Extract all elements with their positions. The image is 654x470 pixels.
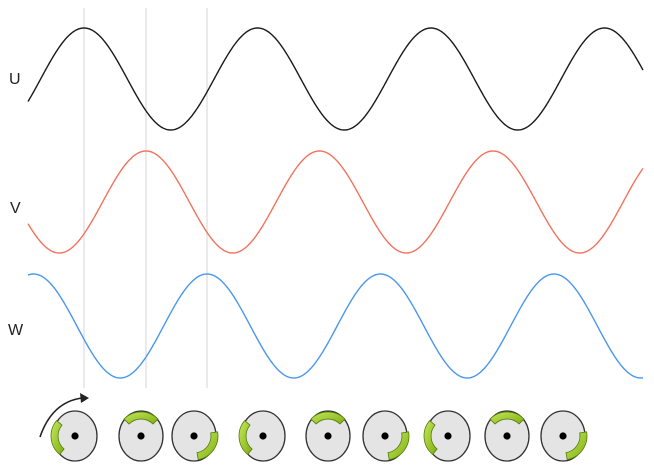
- magnet-arc: [423, 420, 438, 455]
- magnet-arc: [50, 420, 65, 455]
- magnet-arc: [123, 411, 159, 425]
- rotor-disc-icon: [50, 410, 98, 462]
- magnet-arc: [196, 431, 219, 461]
- wave-u: [27, 27, 644, 131]
- label-v: V: [10, 200, 21, 217]
- rotor-disc-icon: [362, 410, 410, 462]
- rotor-disc-icon: [540, 410, 588, 462]
- magnet-arc: [565, 431, 588, 461]
- magnet-arc: [310, 411, 346, 425]
- rotor-disc-icon: [484, 410, 530, 462]
- rotor-axle: [381, 432, 389, 440]
- rotor-disc-icon: [305, 410, 351, 462]
- magnet-arc: [489, 411, 525, 425]
- rotor-row: [50, 410, 588, 462]
- rotor-axle: [137, 432, 145, 440]
- wave-w: [27, 273, 644, 379]
- rotor-disc-icon: [238, 410, 286, 462]
- label-u: U: [9, 71, 21, 88]
- label-w: W: [8, 322, 24, 339]
- rotor-axle: [259, 432, 267, 440]
- rotor-disc-icon: [171, 410, 219, 462]
- rotor-disc-icon: [118, 410, 164, 462]
- wave-v: [27, 150, 644, 254]
- magnet-arc: [387, 431, 410, 461]
- rotor-axle: [324, 432, 332, 440]
- rotor-axle: [559, 432, 567, 440]
- guide-lines: [83, 8, 208, 388]
- rotor-axle: [71, 432, 79, 440]
- waveforms: [27, 27, 644, 379]
- rotor-disc-icon: [423, 410, 471, 462]
- rotor-axle: [503, 432, 511, 440]
- rotor-axle: [190, 432, 198, 440]
- rotation-arrow-icon: [39, 393, 89, 438]
- magnet-arc: [238, 420, 253, 455]
- rotor-axle: [444, 432, 452, 440]
